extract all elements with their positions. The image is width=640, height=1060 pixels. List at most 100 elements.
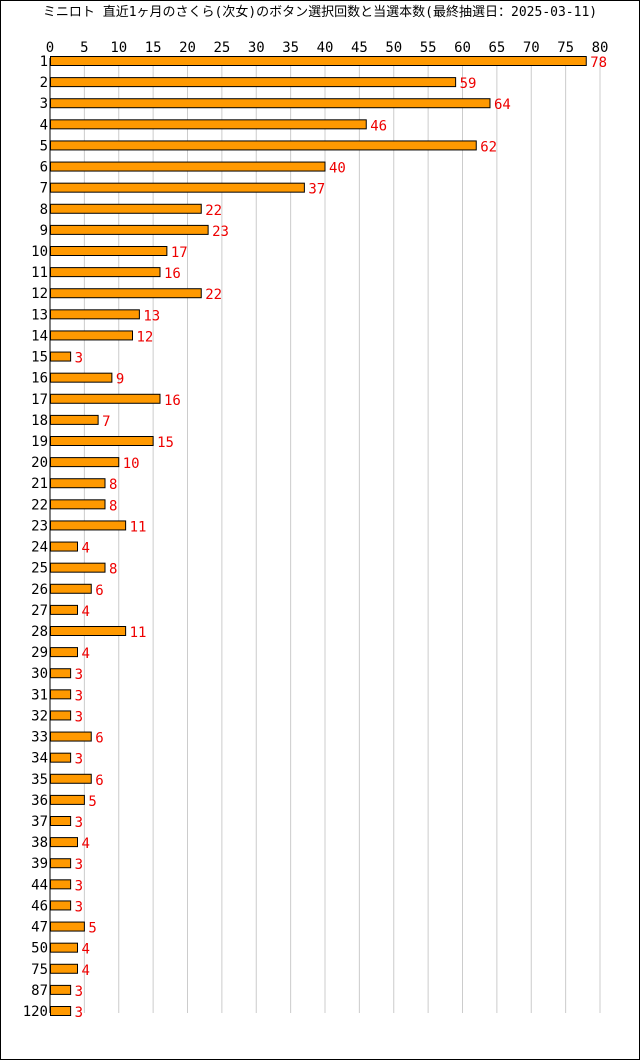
bar — [50, 963, 78, 974]
y-tick-label: 38 — [31, 835, 48, 851]
x-tick-label: 60 — [454, 40, 471, 56]
data-labels: 7859644662403722231716221312391671510881… — [75, 55, 607, 1021]
data-label: 59 — [460, 76, 477, 92]
x-tick-label: 70 — [523, 40, 540, 56]
y-tick-label: 14 — [31, 328, 48, 344]
y-tick-label: 18 — [31, 413, 48, 429]
data-label: 8 — [109, 498, 117, 514]
x-tick-label: 15 — [145, 40, 162, 56]
data-label: 3 — [75, 899, 83, 915]
bar — [50, 457, 120, 468]
x-tick-label: 30 — [248, 40, 265, 56]
data-label: 3 — [75, 815, 83, 831]
y-tick-label: 75 — [31, 962, 48, 978]
x-axis-ticks: 0 5 10 15 20 25 30 35 40 45 50 55 60 65 70 75 80 — [46, 40, 609, 56]
bar — [50, 562, 106, 573]
bar — [50, 858, 72, 869]
y-tick-label: 20 — [31, 455, 48, 471]
data-label: 7 — [102, 414, 110, 430]
y-tick-label: 17 — [31, 392, 48, 408]
bar — [50, 794, 85, 805]
bar — [50, 626, 127, 636]
bar — [50, 182, 305, 193]
bar — [50, 752, 72, 763]
y-tick-label: 30 — [31, 666, 48, 682]
y-tick-label: 2 — [40, 75, 48, 91]
y-tick-label: 4 — [40, 117, 48, 133]
y-tick-label: 29 — [31, 645, 48, 661]
y-tick-label: 39 — [31, 856, 48, 872]
y-tick-label: 1 — [40, 54, 48, 70]
y-tick-label: 15 — [31, 350, 48, 366]
y-tick-label: 37 — [31, 814, 48, 830]
data-label: 3 — [75, 667, 83, 683]
data-label: 6 — [95, 731, 103, 747]
bar — [50, 478, 106, 489]
bar — [50, 203, 202, 214]
y-tick-label: 32 — [31, 708, 48, 724]
y-tick-label: 87 — [31, 983, 48, 999]
y-tick-label: 3 — [40, 96, 48, 112]
bar — [50, 372, 113, 383]
data-label: 12 — [137, 329, 154, 345]
data-label: 5 — [88, 921, 96, 937]
y-tick-label: 31 — [31, 687, 48, 703]
y-tick-label: 6 — [40, 160, 48, 176]
bar — [50, 499, 106, 510]
bar — [50, 984, 72, 995]
data-label: 10 — [123, 456, 140, 472]
bar — [50, 414, 99, 425]
data-label: 3 — [75, 1005, 83, 1021]
bar — [50, 900, 72, 911]
y-tick-label: 16 — [31, 371, 48, 387]
bar — [50, 224, 209, 235]
y-tick-label: 120 — [23, 1004, 48, 1020]
data-label: 4 — [82, 646, 90, 662]
data-label: 4 — [82, 836, 90, 852]
bar — [50, 942, 78, 953]
y-tick-label: 11 — [31, 265, 48, 281]
bar — [50, 921, 85, 932]
data-label: 4 — [82, 541, 90, 557]
data-label: 8 — [109, 477, 117, 493]
data-label: 3 — [75, 857, 83, 873]
y-tick-label: 35 — [31, 772, 48, 788]
data-label: 3 — [75, 709, 83, 725]
y-tick-label: 19 — [31, 434, 48, 450]
data-label: 4 — [82, 942, 90, 958]
y-tick-label: 34 — [31, 751, 48, 767]
x-tick-label: 25 — [213, 40, 230, 56]
bar — [50, 56, 587, 66]
x-tick-label: 20 — [179, 40, 196, 56]
data-label: 78 — [590, 55, 607, 71]
bar — [50, 773, 92, 784]
data-label: 23 — [212, 224, 229, 240]
bar — [50, 837, 78, 848]
y-tick-label: 23 — [31, 518, 48, 534]
bar — [50, 710, 72, 721]
bar — [50, 668, 72, 679]
y-tick-label: 44 — [31, 877, 48, 893]
data-label: 62 — [480, 139, 497, 155]
chart-title: ミニロト 直近1ヶ月のさくら(次女)のボタン選択回数と当選本数(最終抽選日：20… — [43, 4, 597, 20]
bar — [50, 330, 133, 341]
data-label: 40 — [329, 161, 346, 177]
y-tick-label: 10 — [31, 244, 48, 260]
bar — [50, 816, 72, 826]
data-label: 3 — [75, 752, 83, 768]
data-label: 37 — [308, 182, 325, 198]
bar — [50, 647, 78, 658]
bar — [50, 541, 78, 552]
data-label: 15 — [157, 435, 174, 451]
data-label: 6 — [95, 583, 103, 599]
bar — [50, 98, 491, 109]
y-tick-label: 24 — [31, 540, 48, 556]
bar — [50, 604, 78, 615]
data-label: 17 — [171, 245, 188, 261]
y-tick-label: 50 — [31, 941, 48, 957]
data-label: 3 — [75, 878, 83, 894]
data-label: 16 — [164, 393, 181, 409]
y-tick-label: 21 — [31, 476, 48, 492]
y-tick-label: 12 — [31, 286, 48, 302]
